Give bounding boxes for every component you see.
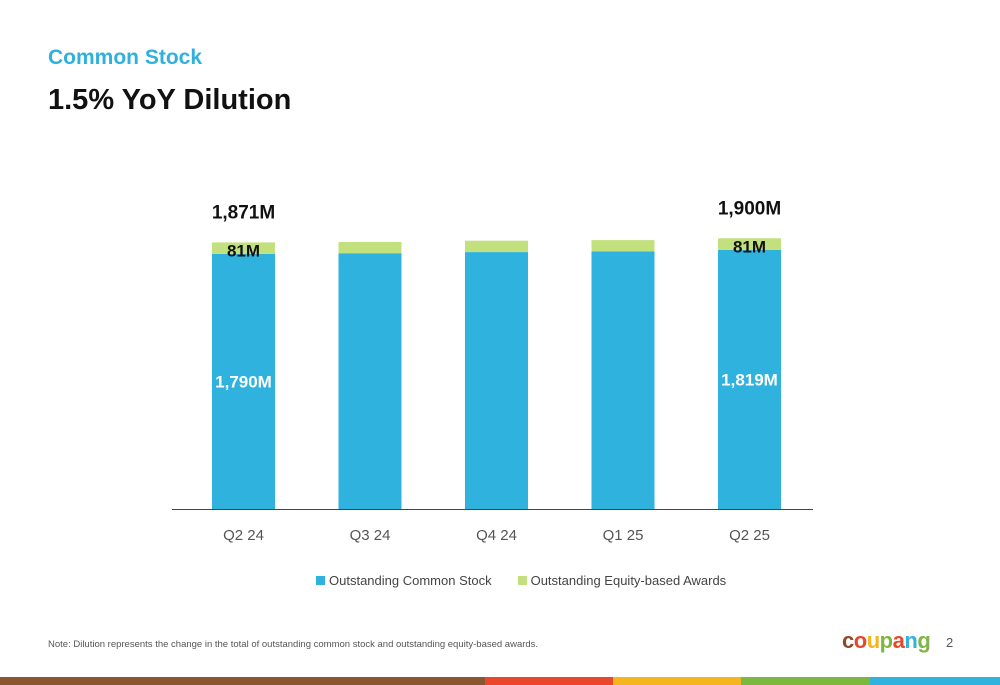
legend-swatch-common [316, 576, 325, 585]
logo-letter: u [866, 628, 880, 653]
total-label-4: 1,900M [718, 198, 781, 219]
bar-common-1 [338, 253, 402, 509]
x-tick-label-2: Q4 24 [476, 527, 517, 544]
bar-awards-0 [212, 242, 275, 254]
section-subtitle: Common Stock [48, 46, 203, 69]
legend-item-common: Outstanding Common Stock [316, 573, 492, 588]
bar-awards-1 [338, 241, 402, 254]
legend-item-awards: Outstanding Equity-based Awards [517, 573, 727, 588]
logo-letter: a [892, 628, 905, 653]
logo-letter: c [842, 628, 854, 653]
stacked-bar-chart: Q2 24 1,871M 81M 1,790M Q3 24 Q4 24 Q1 25 Q2 25… [172, 198, 813, 544]
bar-common-0 [212, 253, 275, 509]
footer-color-stripe [0, 677, 1000, 685]
coupang-logo: coupang [842, 628, 931, 654]
bar-common-2 [465, 252, 528, 509]
x-tick-label-3: Q1 25 [603, 527, 644, 544]
page-number: 2 [946, 635, 954, 650]
legend-label-awards: Outstanding Equity-based Awards [530, 573, 727, 588]
legend-label-common: Outstanding Common Stock [329, 573, 492, 588]
footer-stripe-segment [0, 677, 485, 685]
footnote: Note: Dilution represents the change in … [48, 639, 539, 650]
footer-separator: | [926, 634, 930, 650]
logo-letter: o [853, 628, 867, 653]
x-tick-label-1: Q3 24 [350, 527, 391, 544]
footer-stripe-segment [613, 677, 741, 685]
bar-common-3 [591, 251, 655, 509]
bar-awards-3 [591, 240, 655, 252]
legend-swatch-awards [517, 576, 527, 585]
logo-letter: p [879, 628, 893, 653]
awards-label-0: 81M [227, 241, 260, 260]
footer-stripe-segment [741, 677, 870, 685]
page-title: 1.5% YoY Dilution [48, 84, 292, 116]
common-label-4: 1,819M [721, 370, 778, 389]
logo-letter: g [917, 628, 931, 653]
awards-label-4: 81M [733, 237, 766, 256]
logo-letter: n [904, 628, 918, 653]
footer-stripe-segment [870, 677, 1000, 685]
bar-common-4 [718, 249, 781, 510]
x-tick-label-4: Q2 25 [729, 527, 770, 544]
bar-awards-4 [718, 238, 781, 250]
footer-stripe-segment [485, 677, 613, 685]
total-label-0: 1,871M [212, 202, 275, 223]
chart-legend: Outstanding Common Stock Outstanding Equ… [316, 573, 752, 588]
common-label-0: 1,790M [215, 372, 272, 391]
bar-awards-2 [465, 240, 528, 253]
x-tick-label-0: Q2 24 [223, 527, 264, 544]
